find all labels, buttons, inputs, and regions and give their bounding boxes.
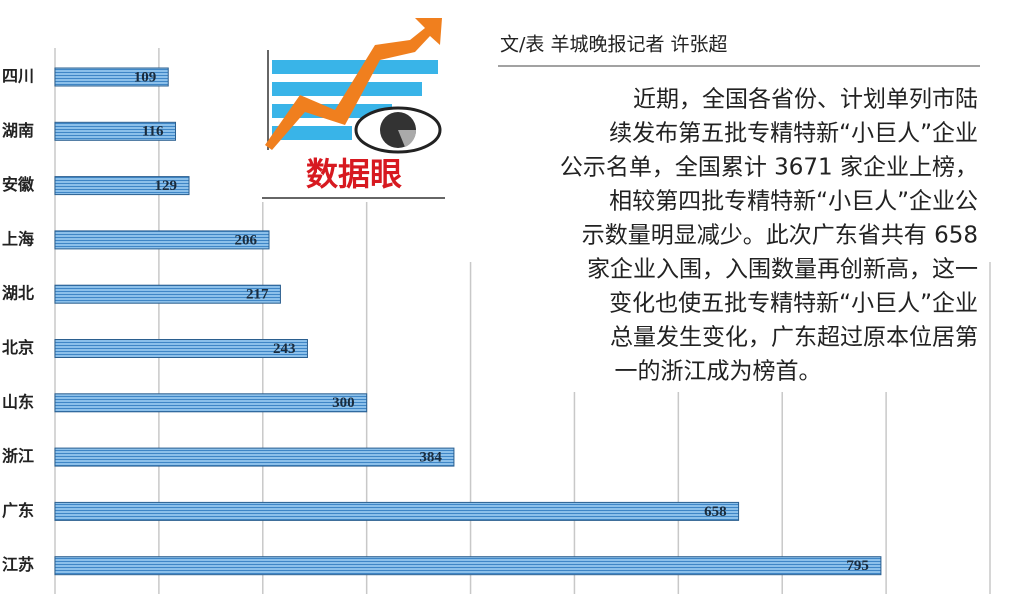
bar [54,230,270,250]
logo-title: 数据眼 [306,155,402,193]
article-line: 变化也使五批专精特新“小巨人”企业 [609,291,978,317]
article-line: 示数量明显减少。此次广东省共有 658 [582,223,978,249]
category-label: 江苏 [2,555,34,574]
value-label: 658 [704,504,727,520]
category-label: 浙江 [2,447,34,466]
value-label: 116 [142,124,164,140]
article-line: 相较第四批专精特新“小巨人”企业公 [609,189,978,215]
bar [54,284,281,304]
category-label: 湖南 [2,121,34,140]
category-label: 上海 [2,229,34,248]
bar [54,176,190,196]
article: 近期，全国各省份、计划单列市陆续发布第五批专精特新“小巨人”企业公示名单，全国累… [560,87,978,385]
category-label: 北京 [2,338,34,357]
bar [54,393,368,413]
article-line: 家企业入围，入围数量再创新高，这一 [587,257,978,283]
value-label: 206 [235,232,258,248]
category-label: 四川 [2,67,34,86]
text-backdrop [462,0,1009,392]
value-label: 109 [134,69,157,85]
bar [54,67,169,87]
value-label: 243 [273,341,296,357]
article-line: 一的浙江成为榜首。 [615,359,822,385]
value-label: 795 [846,558,869,574]
bar [54,121,177,141]
byline: 文/表 羊城晚报记者 许张超 [500,34,727,56]
bar [54,501,740,521]
value-label: 300 [332,395,355,411]
bar [54,339,308,358]
value-label: 129 [155,178,178,194]
article-line: 总量发生变化，广东超过原本位居第 [610,325,978,351]
category-label: 安徽 [2,175,35,194]
bar [54,447,455,467]
category-label: 山东 [2,392,34,411]
category-label: 广东 [2,501,34,520]
value-label: 384 [419,450,442,466]
category-label: 湖北 [2,284,34,303]
bar [54,556,882,576]
article-line: 公示名单，全国累计 3671 家企业上榜， [560,155,978,181]
value-label: 217 [246,287,269,303]
logo: 数据眼 [262,18,445,199]
article-line: 续发布第五批专精特新“小巨人”企业 [609,121,978,147]
article-line: 近期，全国各省份、计划单列市陆 [633,87,978,113]
